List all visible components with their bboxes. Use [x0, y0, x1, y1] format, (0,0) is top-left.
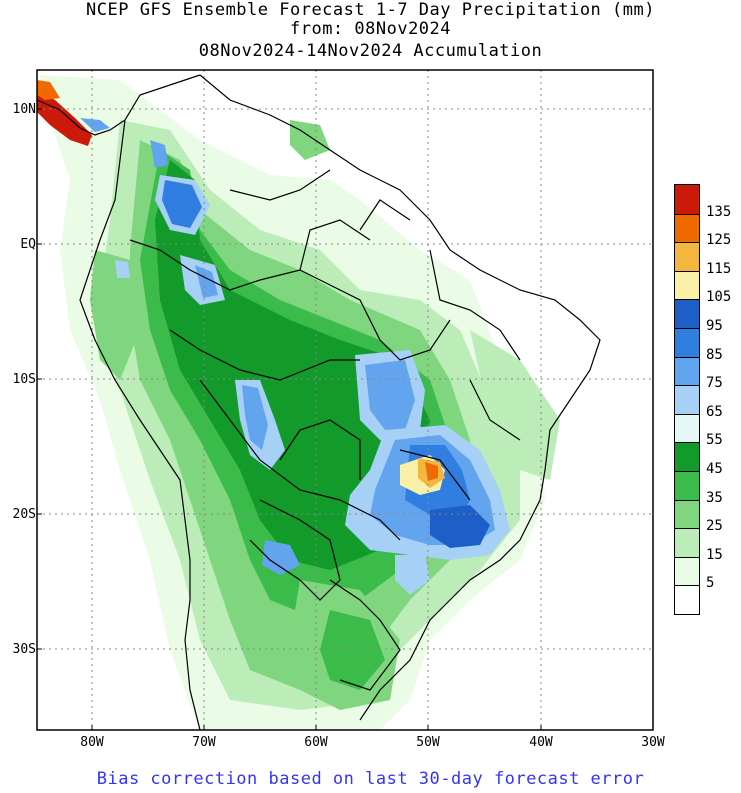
y-axis-label-eq: EQ — [20, 237, 36, 252]
chart-title: NCEP GFS Ensemble Forecast 1-7 Day Preci… — [86, 0, 655, 20]
legend-color-box — [675, 270, 699, 300]
legend-label: 25 — [706, 518, 723, 535]
x-axis-label-50w: 50W — [416, 735, 440, 750]
legend-color-box — [675, 185, 699, 214]
x-axis-label-40w: 40W — [529, 735, 553, 750]
y-axis-label-10n: 10N — [12, 102, 36, 117]
color-scale-bar — [674, 184, 700, 615]
legend-color-box — [675, 413, 699, 443]
country-borders — [37, 74, 601, 730]
precipitation-fields — [37, 75, 560, 730]
y-axis-label-30s: 30S — [12, 642, 36, 657]
x-axis-label-70w: 70W — [192, 735, 216, 750]
x-axis-label-60w: 60W — [304, 735, 328, 750]
legend-color-box — [675, 328, 699, 357]
x-axis-label-80w: 80W — [80, 735, 104, 750]
legend-color-box — [675, 585, 699, 614]
x-axis-label-30w: 30W — [641, 735, 665, 750]
legend-color-box — [675, 213, 699, 243]
chart-subtitle-range: 08Nov2024-14Nov2024 Accumulation — [198, 41, 543, 61]
y-axis-label-10s: 10S — [12, 372, 36, 387]
legend-label: 35 — [706, 489, 723, 506]
legend-color-box — [675, 442, 699, 471]
legend-label: 5 — [706, 575, 715, 592]
legend-label: 95 — [706, 318, 723, 334]
legend-color-box — [675, 528, 699, 557]
legend-label: 45 — [706, 461, 723, 477]
legend-label: 65 — [706, 403, 723, 420]
chart-subtitle-date: from: 08Nov2024 — [289, 19, 452, 39]
legend-color-box — [675, 471, 699, 500]
legend-color-box — [675, 556, 699, 586]
legend-label: 85 — [706, 346, 723, 363]
legend-label: 75 — [706, 375, 723, 392]
legend-label: 55 — [706, 432, 723, 449]
y-axis-label-20s: 20S — [12, 507, 36, 522]
legend-color-box — [675, 385, 699, 414]
map-frame — [36, 69, 654, 731]
legend-label: 105 — [706, 289, 732, 306]
legend-label: 15 — [706, 546, 723, 563]
legend-color-box — [675, 242, 699, 271]
legend-label: 135 — [706, 203, 732, 220]
bias-correction-note: Bias correction based on last 30-day for… — [96, 769, 645, 789]
legend-color-box — [675, 499, 699, 529]
axis-ticks — [37, 108, 654, 730]
legend-color-box — [675, 356, 699, 386]
legend-color-box — [675, 299, 699, 328]
legend-label: 115 — [706, 260, 732, 277]
legend-label: 125 — [706, 232, 732, 249]
